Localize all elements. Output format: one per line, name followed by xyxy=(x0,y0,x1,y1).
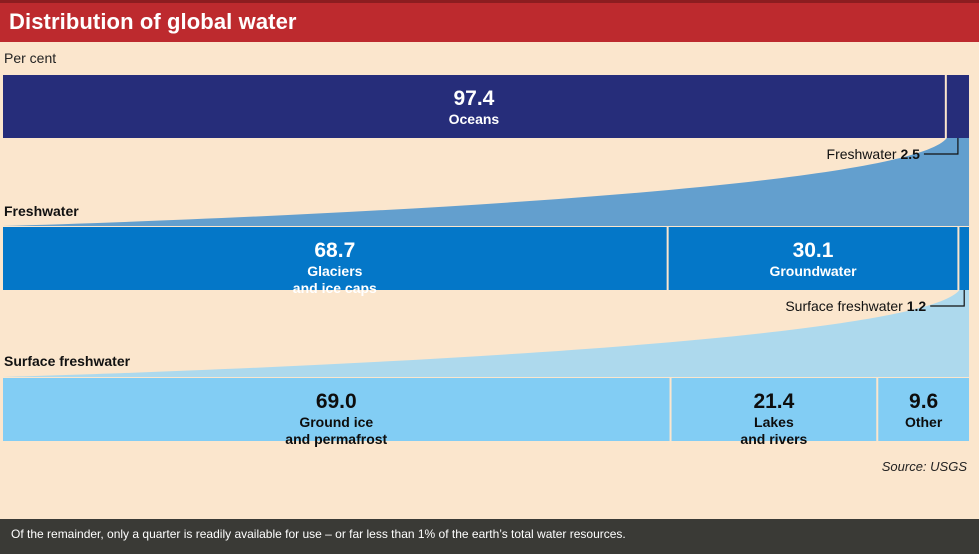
connector-band-1 xyxy=(3,138,969,226)
bar-segment-2-1 xyxy=(3,227,667,290)
value-label-3-3: 9.6 xyxy=(909,390,938,413)
callout-value-1: 2.5 xyxy=(900,146,920,162)
callout-leader-1 xyxy=(923,138,959,155)
value-label-3-2: 21.4 xyxy=(753,390,794,413)
category-label-2-1-2: and ice caps xyxy=(293,280,377,296)
callout-label-1: Freshwater 2.5 xyxy=(827,146,921,162)
footer-bar: Of the remainder, only a quarter is read… xyxy=(0,519,979,554)
category-label-1-1-1: Oceans xyxy=(449,111,500,127)
bar-segment-1-2 xyxy=(946,75,969,138)
value-label-3-1: 69.0 xyxy=(316,390,357,413)
category-label-3-1-1: Ground ice xyxy=(299,414,373,430)
category-label-3-2-2: and rivers xyxy=(740,431,807,447)
footer-note: Of the remainder, only a quarter is read… xyxy=(11,527,626,541)
level-heading-3: Surface freshwater xyxy=(4,353,131,369)
level-heading-2: Freshwater xyxy=(4,203,79,219)
callout-value-2: 1.2 xyxy=(907,298,927,314)
callout-leader-2 xyxy=(930,290,965,307)
category-label-2-2-1: Groundwater xyxy=(769,263,857,279)
bar-segment-3-1 xyxy=(3,378,670,441)
bar-segment-2-2 xyxy=(668,227,958,290)
bar-segment-1-1 xyxy=(3,75,945,138)
source-note: Source: USGS xyxy=(882,459,968,474)
callout-label-2: Surface freshwater 1.2 xyxy=(785,298,926,314)
value-label-2-2: 30.1 xyxy=(793,239,834,262)
value-label-1-1: 97.4 xyxy=(453,87,494,110)
category-label-3-3-1: Other xyxy=(905,414,943,430)
unit-label: Per cent xyxy=(4,50,57,66)
bar-segment-2-3 xyxy=(959,227,969,290)
bar-segment-3-2 xyxy=(671,378,877,441)
connector-band-2 xyxy=(3,290,969,377)
category-label-2-1-1: Glaciers xyxy=(307,263,362,279)
title-bar: Distribution of global water xyxy=(0,0,979,42)
chart-title: Distribution of global water xyxy=(9,9,297,34)
value-label-2-1: 68.7 xyxy=(314,239,355,262)
callout-text-2: Surface freshwater xyxy=(785,298,906,314)
bar-segment-3-3 xyxy=(878,378,969,441)
category-label-3-1-2: and permafrost xyxy=(285,431,387,447)
category-label-3-2-1: Lakes xyxy=(754,414,794,430)
callout-text-1: Freshwater xyxy=(827,146,901,162)
